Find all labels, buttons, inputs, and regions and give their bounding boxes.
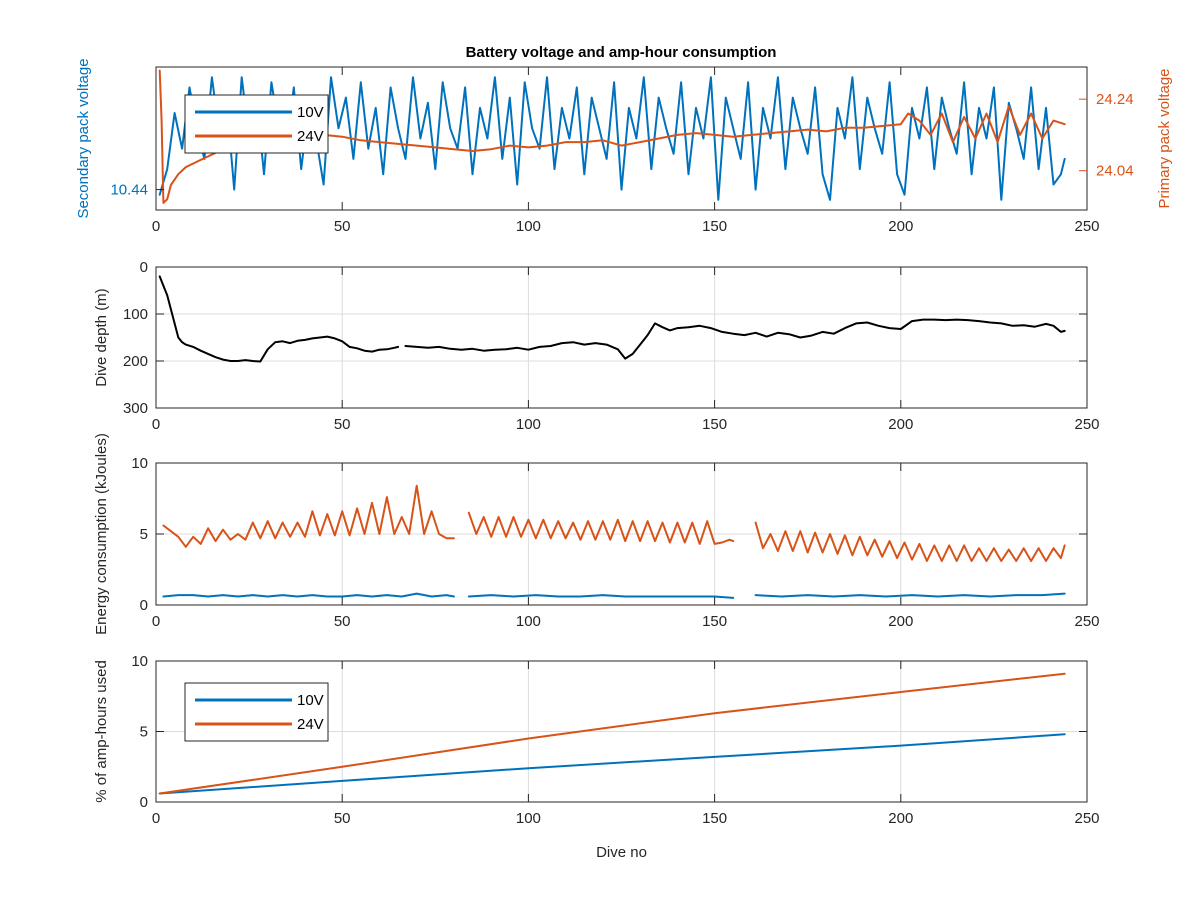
panel-voltage: 0 50 100 150 200 250 10.44 24.04 24.24 Primary pa…	[75, 58, 1173, 235]
y-right-tick-label: 24.04	[1096, 163, 1134, 180]
y-tick-label: 5	[140, 526, 148, 543]
x-tick-label: 250	[1074, 810, 1099, 827]
series-group	[162, 484, 1066, 599]
y-right-axis-label: Primary pack voltage	[1156, 68, 1173, 208]
panel-amphours: 0 50 100 150 200 250 0 5 10 % of amp-hours used Di…	[93, 653, 1100, 861]
y-tick-label: 0	[140, 259, 148, 276]
x-tick-label: 50	[334, 810, 351, 827]
legend-label-10v: 10V	[297, 692, 324, 709]
y-tick-label: 0	[140, 794, 148, 811]
x-tick-label: 50	[334, 218, 351, 235]
series-group	[158, 275, 1066, 363]
x-tick-label: 250	[1074, 613, 1099, 630]
x-tick-label: 150	[702, 218, 727, 235]
y-axis-label: Dive depth (m)	[93, 288, 110, 386]
x-tick-label: 200	[888, 613, 913, 630]
axes-box	[155, 266, 1088, 409]
y-axis-label: Energy consumption (kJoules)	[93, 433, 110, 635]
legend-label-24v: 24V	[297, 128, 324, 145]
y-tick-label: 100	[123, 306, 148, 323]
figure-title: Battery voltage and amp-hour consumption	[466, 44, 777, 61]
series-group	[158, 672, 1066, 795]
legend-box	[184, 682, 329, 742]
y-right-tick-label: 24.24	[1096, 91, 1134, 108]
x-tick-label: 250	[1074, 416, 1099, 433]
x-tick-label: 50	[334, 416, 351, 433]
x-tick-label: 250	[1074, 218, 1099, 235]
series-line-24v	[158, 672, 1066, 795]
x-tick-label: 0	[152, 613, 160, 630]
series-line-10v	[162, 592, 1066, 599]
x-tick-label: 100	[516, 218, 541, 235]
x-tick-label: 200	[888, 416, 913, 433]
x-tick-label: 0	[152, 218, 160, 235]
x-tick-label: 200	[888, 218, 913, 235]
x-tick-label: 150	[702, 613, 727, 630]
axes-box	[155, 66, 1088, 211]
y-tick-label: 5	[140, 724, 148, 741]
legend-label-24v: 24V	[297, 716, 324, 733]
panel-energy: 0 50 100 150 200 250 0 5 10 Energy consumption (k…	[93, 433, 1100, 635]
panel-depth: 0 50 100 150 200 250 0 100 200 300 Dive depth (m)	[93, 259, 1100, 433]
y-tick-label: 10.44	[110, 182, 148, 199]
y-tick-label: 10	[131, 455, 148, 472]
x-tick-label: 0	[152, 416, 160, 433]
series-line-10v	[158, 733, 1066, 795]
y-axis-label: % of amp-hours used	[93, 660, 110, 803]
plot-area	[156, 267, 1087, 408]
x-tick-label: 200	[888, 810, 913, 827]
x-axis-label: Dive no	[596, 844, 647, 861]
y-tick-label: 300	[123, 400, 148, 417]
series-line-24v	[162, 484, 1066, 562]
x-tick-label: 150	[702, 810, 727, 827]
series-line-depth	[158, 275, 1066, 363]
x-tick-label: 150	[702, 416, 727, 433]
x-tick-label: 50	[334, 613, 351, 630]
x-tick-label: 0	[152, 810, 160, 827]
x-tick-label: 100	[516, 810, 541, 827]
y-tick-label: 0	[140, 597, 148, 614]
y-tick-label: 10	[131, 653, 148, 670]
legend-box	[184, 94, 329, 154]
y-tick-label: 200	[123, 353, 148, 370]
x-tick-label: 100	[516, 613, 541, 630]
legend-label-10v: 10V	[297, 104, 324, 121]
y-axis-label: Secondary pack voltage	[75, 58, 92, 218]
x-tick-label: 100	[516, 416, 541, 433]
